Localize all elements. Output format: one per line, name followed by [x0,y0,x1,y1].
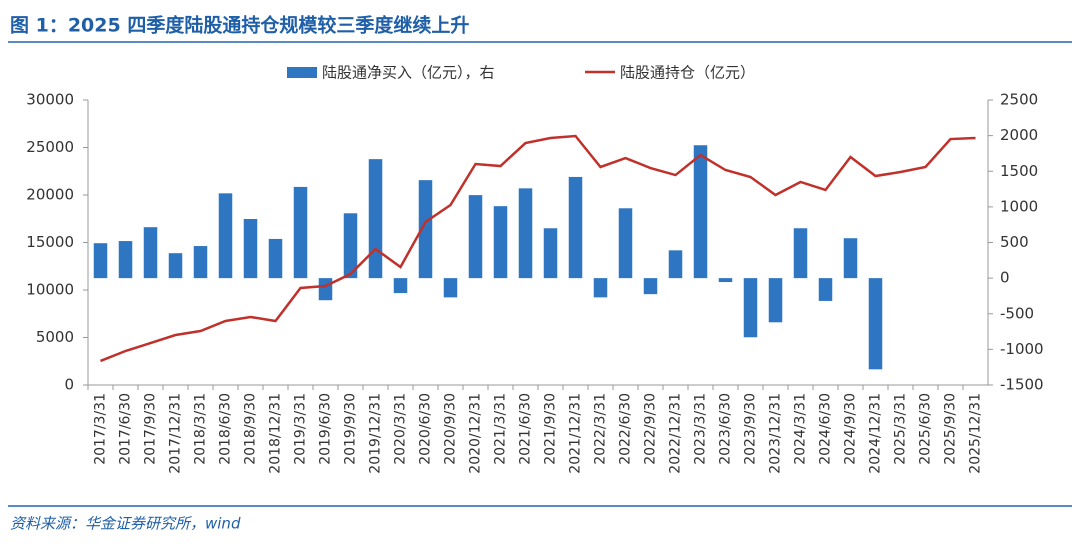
y-tick-label: 20000 [26,186,74,204]
x-tick-label: 2023/3/31 [693,393,709,465]
x-tick-label: 2019/3/31 [293,393,309,465]
x-tick-label: 2017/3/31 [93,393,109,465]
x-tick-label: 2017/12/31 [168,393,184,474]
bar [718,278,733,283]
y2-tick-label: -500 [1000,304,1034,322]
x-tick-label: 2022/6/30 [618,393,634,465]
bar [668,250,683,279]
x-tick-label: 2024/12/31 [868,393,884,474]
x-tick-label: 2018/6/30 [218,393,234,465]
y-tick-label: 0 [64,376,74,394]
x-tick-label: 2017/6/30 [118,393,134,465]
x-tick-label: 2024/3/31 [793,393,809,465]
bar [843,238,858,279]
bar [768,278,783,323]
x-tick-label: 2022/9/30 [643,393,659,465]
x-tick-label: 2019/12/31 [368,393,384,474]
bar [518,188,533,279]
bar [143,227,158,279]
x-tick-label: 2022/3/31 [593,393,609,465]
bar [543,228,558,279]
x-tick-label: 2020/3/31 [393,393,409,465]
x-tick-label: 2018/9/30 [243,393,259,465]
bar [268,238,283,279]
chart-title: 图 1：2025 四季度陆股通持仓规模较三季度继续上升 [10,14,469,37]
y-tick-label: 30000 [26,91,74,109]
bar [393,278,408,294]
x-tick-label: 2017/9/30 [143,393,159,465]
y2-tick-label: 2500 [1000,91,1038,109]
x-tick-label: 2025/9/30 [943,393,959,465]
x-tick-label: 2025/12/31 [968,393,984,474]
legend-swatch [287,67,317,78]
x-tick-label: 2025/3/31 [893,393,909,465]
x-tick-label: 2021/9/30 [543,393,559,465]
x-tick-label: 2024/6/30 [818,393,834,465]
x-tick-label: 2020/12/31 [468,393,484,474]
x-tick-label: 2022/12/31 [668,393,684,474]
bar [743,278,758,338]
x-tick-label: 2021/6/30 [518,393,534,465]
legend-label: 陆股通持仓（亿元） [620,64,755,82]
bar [618,208,633,279]
x-tick-label: 2021/3/31 [493,393,509,465]
bar [343,213,358,279]
y2-tick-label: 1000 [1000,197,1038,215]
bar [118,241,133,279]
bar [443,278,458,298]
x-tick-label: 2018/3/31 [193,393,209,465]
bar [568,176,583,279]
bar [168,253,183,279]
y2-tick-label: 500 [1000,233,1029,251]
y-tick-label: 25000 [26,138,74,156]
bar [693,145,708,279]
line [100,134,976,363]
x-tick-label: 2023/6/30 [718,393,734,465]
x-tick-label: 2018/12/31 [268,393,284,474]
bar [243,218,258,279]
bar [193,246,208,279]
bar [218,193,233,279]
y2-tick-label: 2000 [1000,126,1038,144]
source: 资料来源：华金证券研究所，wind [10,515,241,533]
x-tick-label: 2019/6/30 [318,393,334,465]
x-tick-label: 2020/9/30 [443,393,459,465]
bar [643,278,658,295]
bar [93,243,108,279]
legend-label: 陆股通净买入（亿元），右 [322,64,495,82]
x-tick-label: 2023/12/31 [768,393,784,474]
bar [593,278,608,298]
bar [868,278,883,370]
x-tick-label: 2019/9/30 [343,393,359,465]
y2-tick-label: -1500 [1000,376,1044,394]
bar [818,278,833,301]
y-tick-label: 5000 [36,328,74,346]
y-tick-label: 10000 [26,281,74,299]
x-tick-label: 2021/12/31 [568,393,584,474]
x-tick-label: 2025/6/30 [918,393,934,465]
bar [793,228,808,279]
bar [293,186,308,279]
y2-tick-label: 1500 [1000,162,1038,180]
bar [318,278,333,301]
y-tick-label: 15000 [26,233,74,251]
y2-tick-label: -1000 [1000,340,1044,358]
bar [468,195,483,279]
x-tick-label: 2020/6/30 [418,393,434,465]
y2-tick-label: 0 [1000,269,1010,287]
x-tick-label: 2023/9/30 [743,393,759,465]
bar [368,159,383,279]
x-tick-label: 2024/9/30 [843,393,859,465]
bar [418,180,433,279]
bar [493,206,508,279]
